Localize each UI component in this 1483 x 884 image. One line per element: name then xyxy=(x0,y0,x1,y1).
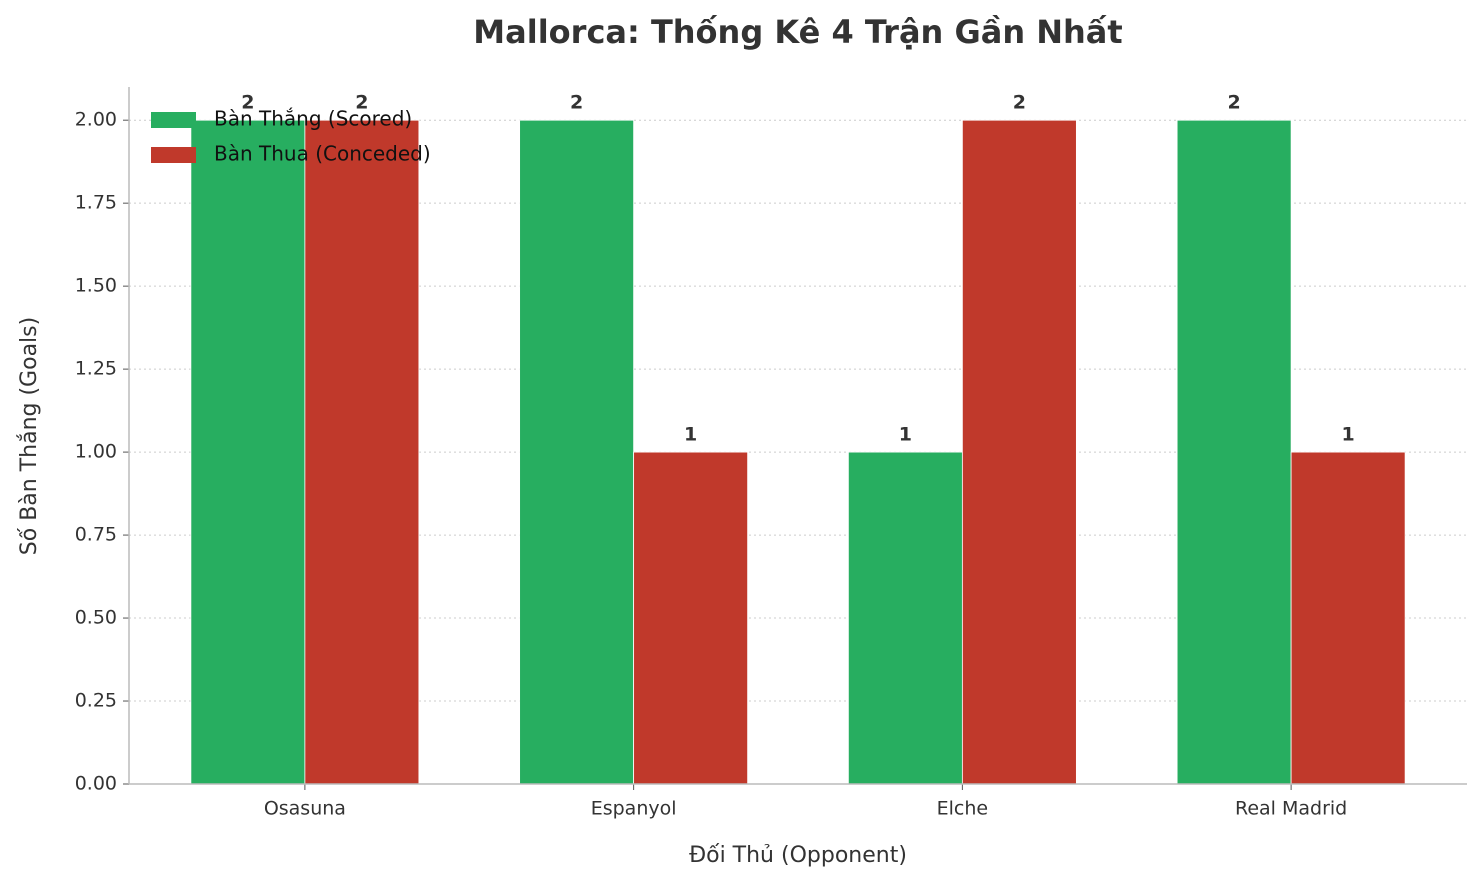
value-label: 2 xyxy=(1013,92,1026,114)
y-axis-label: Số Bàn Thắng (Goals) xyxy=(17,317,42,555)
x-axis-label: Đối Thủ (Opponent) xyxy=(689,843,907,868)
y-tick-label: 0.75 xyxy=(75,524,117,546)
value-label: 2 xyxy=(570,92,583,114)
legend-label: Bàn Thua (Conceded) xyxy=(214,142,431,166)
x-tick-label: Real Madrid xyxy=(1235,798,1347,820)
value-label: 2 xyxy=(355,92,368,114)
y-tick-label: 0.25 xyxy=(75,690,117,712)
bar xyxy=(1290,451,1406,785)
y-tick-label: 0.00 xyxy=(75,773,117,795)
legend-swatch xyxy=(151,112,196,128)
value-label: 1 xyxy=(899,424,912,446)
bar xyxy=(1176,119,1292,785)
x-tick-label: Espanyol xyxy=(591,798,677,820)
y-tick-label: 1.25 xyxy=(75,358,117,380)
bar xyxy=(519,119,635,785)
y-tick-label: 1.00 xyxy=(75,441,117,463)
y-tick-label: 2.00 xyxy=(75,109,117,131)
y-tick-label: 1.75 xyxy=(75,192,117,214)
value-label: 2 xyxy=(1228,92,1241,114)
x-tick-label: Osasuna xyxy=(264,798,346,820)
value-label: 2 xyxy=(241,92,254,114)
bar xyxy=(847,451,963,785)
bar xyxy=(633,451,749,785)
bar xyxy=(304,119,420,785)
bar xyxy=(190,119,306,785)
bar xyxy=(961,119,1077,785)
x-tick-label: Elche xyxy=(937,798,988,820)
value-label: 1 xyxy=(684,424,697,446)
legend-swatch xyxy=(151,147,196,163)
value-label: 1 xyxy=(1342,424,1355,446)
chart-title: Mallorca: Thống Kê 4 Trận Gần Nhất xyxy=(473,13,1122,51)
y-tick-label: 1.50 xyxy=(75,275,117,297)
legend-label: Bàn Thắng (Scored) xyxy=(214,107,412,131)
y-tick-label: 0.50 xyxy=(75,607,117,629)
